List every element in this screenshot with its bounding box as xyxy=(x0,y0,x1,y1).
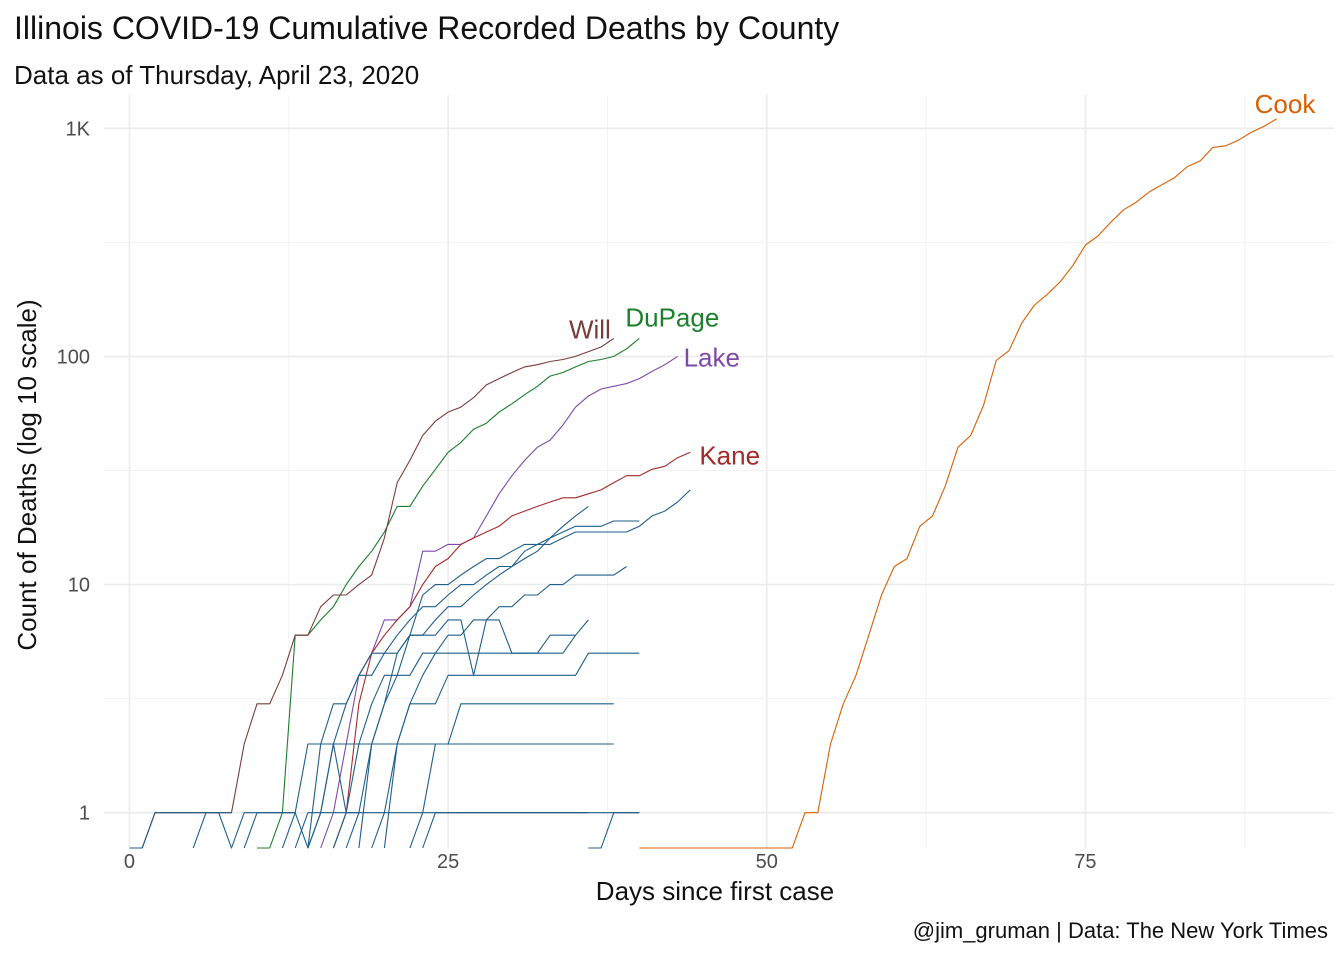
x-tick-labels: 0 25 50 75 xyxy=(124,851,1097,873)
chart-title: Illinois COVID-19 Cumulative Recorded De… xyxy=(14,10,840,46)
series-line-county xyxy=(409,703,614,849)
x-tick-label: 50 xyxy=(756,851,778,873)
series-line-county xyxy=(192,812,296,849)
y-axis-label: Count of Deaths (log 10 scale) xyxy=(12,299,42,650)
y-tick-labels: 1 10 100 1K xyxy=(57,118,91,824)
series-line-county xyxy=(422,812,640,849)
y-tick-label: 1 xyxy=(79,803,90,825)
series-line-will xyxy=(141,337,615,849)
grid-lines xyxy=(104,95,1334,848)
series-label-will: Will xyxy=(569,314,611,344)
series-label-dupage: DuPage xyxy=(625,302,719,332)
series-labels: Cook DuPage Will Lake Kane xyxy=(569,89,1316,470)
series-line-kane xyxy=(332,451,691,849)
series-line-county xyxy=(243,743,359,849)
series-line-county xyxy=(358,505,589,849)
series-line-county xyxy=(332,634,577,849)
series-line-dupage xyxy=(257,337,640,849)
series-line-cook xyxy=(639,118,1277,849)
series-line-county xyxy=(371,652,640,849)
series-line-lake xyxy=(320,355,678,849)
series-line-county xyxy=(294,812,589,849)
y-tick-label: 100 xyxy=(57,346,90,368)
chart-caption: @jim_gruman | Data: The New York Times xyxy=(912,918,1328,943)
series-line-county xyxy=(383,566,627,849)
series-lines xyxy=(129,118,1277,849)
y-tick-label: 1K xyxy=(66,118,91,140)
y-tick-label: 10 xyxy=(68,575,90,597)
series-line-county xyxy=(307,619,589,849)
x-tick-label: 25 xyxy=(437,851,459,873)
series-line-county xyxy=(281,743,614,849)
series-label-lake: Lake xyxy=(684,342,740,372)
series-line-county xyxy=(345,520,640,849)
series-line-county xyxy=(129,812,232,849)
series-line-county xyxy=(307,489,691,849)
series-line-county xyxy=(588,812,640,849)
x-tick-label: 75 xyxy=(1074,851,1096,873)
series-label-kane: Kane xyxy=(699,440,760,470)
x-axis-label: Days since first case xyxy=(596,876,834,906)
chart-subtitle: Data as of Thursday, April 23, 2020 xyxy=(14,60,420,90)
series-label-cook: Cook xyxy=(1255,89,1317,119)
x-tick-label: 0 xyxy=(124,851,135,873)
